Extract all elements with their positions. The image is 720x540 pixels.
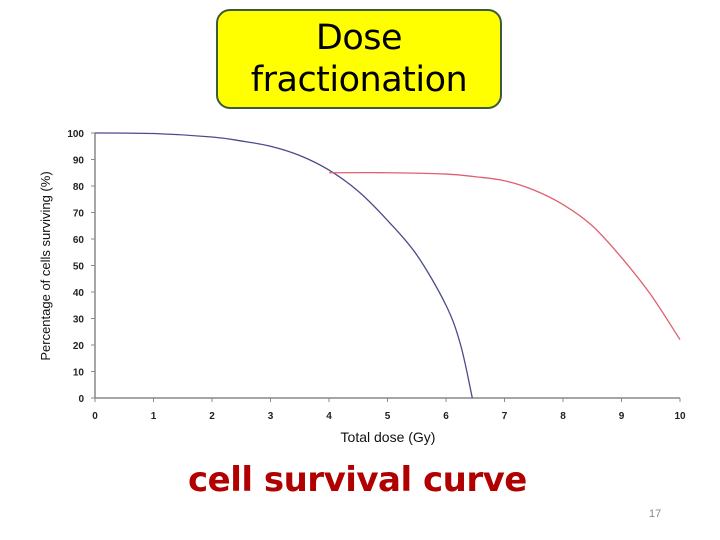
x-tick-label: 10: [674, 411, 686, 422]
slide-title-line-1: Dose: [315, 18, 403, 58]
y-tick-label: 70: [73, 209, 85, 220]
y-tick-label: 30: [73, 315, 85, 326]
y-tick-label: 20: [73, 341, 85, 352]
x-tick-label: 0: [92, 411, 98, 422]
page-number: 17: [649, 508, 662, 520]
slide-title-line-2: fractionation: [250, 60, 468, 100]
y-tick-label: 80: [73, 182, 85, 193]
y-tick-label: 50: [73, 262, 85, 273]
x-tick-label: 1: [151, 411, 157, 422]
x-tick-label: 5: [385, 411, 391, 422]
x-tick-label: 7: [502, 411, 508, 422]
x-tick-label: 8: [560, 411, 566, 422]
y-tick-label: 60: [73, 235, 85, 246]
y-axis-label: Percentage of cells surviving (%): [38, 171, 53, 360]
y-tick-label: 0: [78, 394, 84, 405]
x-tick-label: 2: [209, 411, 215, 422]
x-tick-label: 4: [326, 411, 332, 422]
slide-title-box: Dose fractionation: [216, 9, 502, 109]
y-tick-label: 100: [67, 129, 84, 140]
x-axis-label: Total dose (Gy): [341, 429, 436, 445]
slide-subtitle: cell survival curve: [188, 460, 527, 500]
chart-series: [94, 132, 681, 399]
y-tick-label: 40: [73, 288, 85, 299]
y-tick-label: 10: [73, 368, 85, 379]
x-tick-label: 9: [619, 411, 625, 422]
x-tick-label: 3: [268, 411, 274, 422]
x-tick-label: 6: [443, 411, 449, 422]
series-line-1: [94, 132, 473, 399]
y-tick-label: 90: [73, 156, 85, 167]
series-line-2: [328, 172, 681, 341]
